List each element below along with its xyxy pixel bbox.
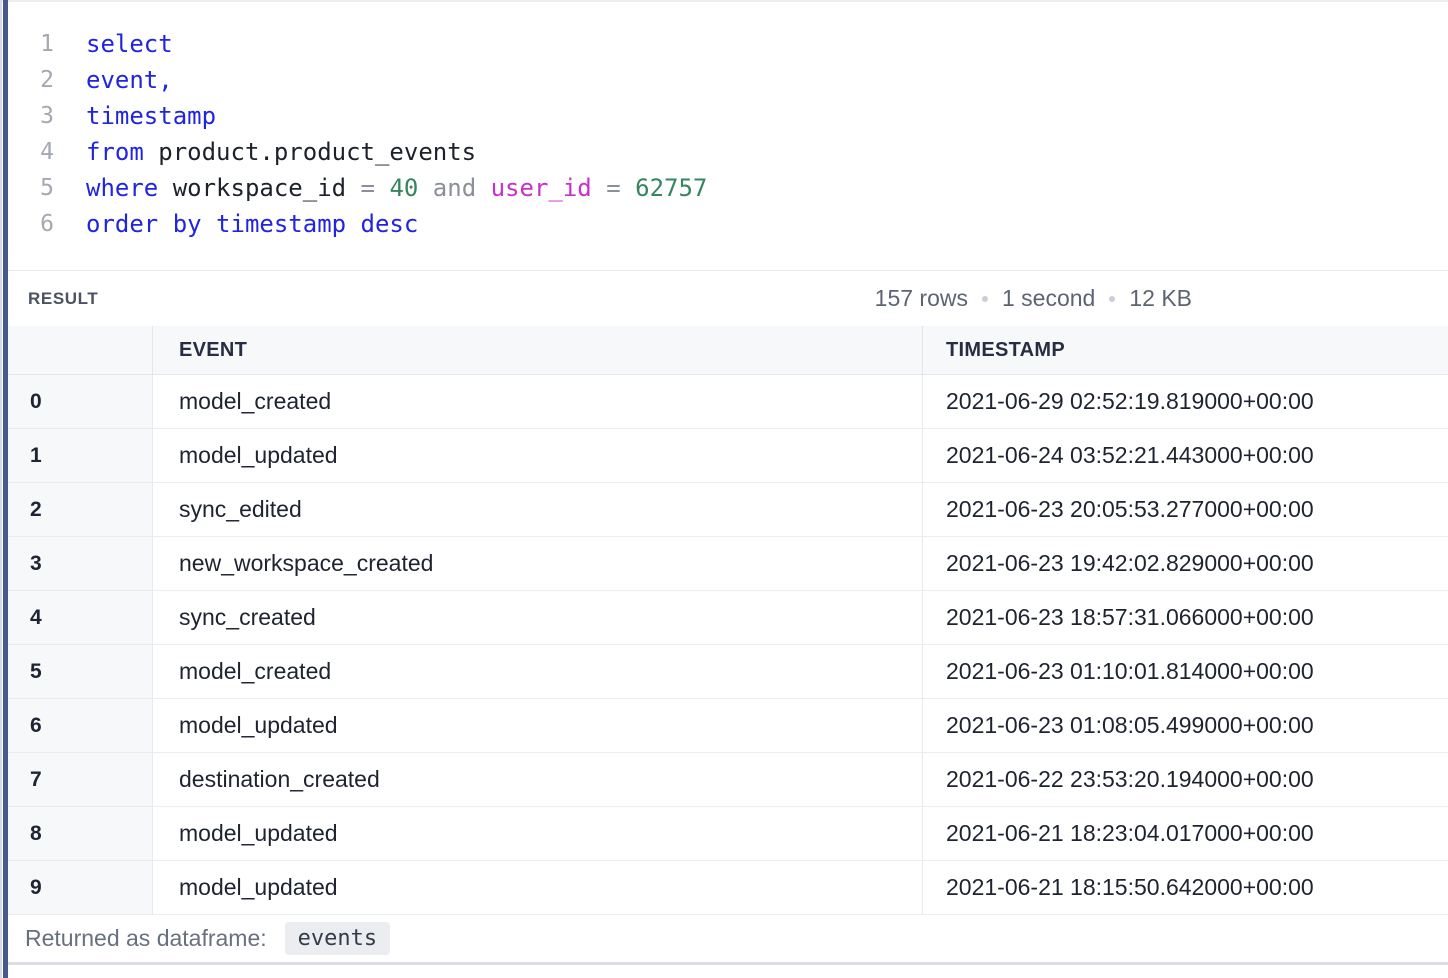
row-index-cell: 2 [8, 483, 152, 536]
sql-keyword: timestamp [86, 102, 217, 130]
event-cell[interactable]: new_workspace_created [152, 537, 922, 590]
cell-top-border [0, 0, 1448, 2]
event-cell[interactable]: sync_created [152, 591, 922, 644]
row-index-cell: 8 [8, 807, 152, 860]
table-row: 9 model_updated 2021-06-21 18:15:50.6420… [8, 861, 1448, 915]
query-duration: 1 second [1001, 285, 1096, 311]
line-number: 4 [40, 139, 54, 165]
table-row: 3 new_workspace_created 2021-06-23 19:42… [8, 537, 1448, 591]
code-line-2[interactable]: 2 event, [8, 62, 1448, 98]
line-number: 2 [40, 67, 54, 93]
timestamp-cell[interactable]: 2021-06-21 18:15:50.642000+00:00 [922, 861, 1448, 914]
dataframe-footer: Returned as dataframe: events [8, 915, 1448, 962]
row-index-cell: 5 [8, 645, 152, 698]
result-stats: 157 rows 1 second 12 KB [875, 271, 1192, 326]
sql-variable: user_id [490, 174, 592, 202]
code-line-5[interactable]: 5 where workspace_id = 40 and user_id = … [8, 170, 1448, 206]
timestamp-cell[interactable]: 2021-06-23 19:42:02.829000+00:00 [922, 537, 1448, 590]
sql-keyword: where [86, 174, 159, 202]
event-cell[interactable]: model_updated [152, 861, 922, 914]
timestamp-cell[interactable]: 2021-06-29 02:52:19.819000+00:00 [922, 375, 1448, 428]
sql-identifier: product.product_events [143, 138, 477, 166]
sql-editor[interactable]: 1 select 2 event, 3 timestamp 4 from pro… [8, 2, 1448, 270]
sql-identifier: workspace_id [158, 174, 361, 202]
code-line-6[interactable]: 6 order by timestamp desc [8, 206, 1448, 242]
cell-accent-bar [3, 0, 8, 978]
table-row: 1 model_updated 2021-06-24 03:52:21.4430… [8, 429, 1448, 483]
code-line-1[interactable]: 1 select [8, 26, 1448, 62]
event-cell[interactable]: destination_created [152, 753, 922, 806]
sql-number: 62757 [635, 174, 708, 202]
table-row: 0 model_created 2021-06-29 02:52:19.8190… [8, 375, 1448, 429]
column-header-event[interactable]: EVENT [152, 326, 922, 374]
sql-number: 40 [389, 174, 419, 202]
result-label: RESULT [28, 288, 99, 308]
sql-keyword: select [86, 30, 173, 58]
row-index-cell: 4 [8, 591, 152, 644]
event-cell[interactable]: model_updated [152, 807, 922, 860]
timestamp-cell[interactable]: 2021-06-24 03:52:21.443000+00:00 [922, 429, 1448, 482]
event-cell[interactable]: model_created [152, 375, 922, 428]
table-row: 2 sync_edited 2021-06-23 20:05:53.277000… [8, 483, 1448, 537]
separator-dot [981, 295, 988, 302]
code-line-3[interactable]: 3 timestamp [8, 98, 1448, 134]
sql-keyword: from [86, 138, 144, 166]
sql-operator: = [591, 174, 636, 202]
table-header-row: EVENT TIMESTAMP [8, 326, 1448, 375]
timestamp-cell[interactable]: 2021-06-23 18:57:31.066000+00:00 [922, 591, 1448, 644]
dataframe-chip[interactable]: events [284, 922, 391, 955]
dataframe-footer-label: Returned as dataframe: [25, 925, 267, 951]
timestamp-cell[interactable]: 2021-06-23 20:05:53.277000+00:00 [922, 483, 1448, 536]
timestamp-cell[interactable]: 2021-06-23 01:10:01.814000+00:00 [922, 645, 1448, 698]
column-header-timestamp[interactable]: TIMESTAMP [922, 326, 1448, 374]
row-index-cell: 6 [8, 699, 152, 752]
row-index-cell: 1 [8, 429, 152, 482]
sql-keyword: event, [86, 66, 173, 94]
sql-operator: = [360, 174, 390, 202]
line-number: 1 [40, 31, 54, 57]
event-cell[interactable]: sync_edited [152, 483, 922, 536]
row-count: 157 rows [874, 285, 968, 311]
table-row: 7 destination_created 2021-06-22 23:53:2… [8, 753, 1448, 807]
code-line-4[interactable]: 4 from product.product_events [8, 134, 1448, 170]
row-index-cell: 7 [8, 753, 152, 806]
cell-left-border [0, 0, 2, 978]
row-index-cell: 3 [8, 537, 152, 590]
table-row: 8 model_updated 2021-06-21 18:23:04.0170… [8, 807, 1448, 861]
line-number: 5 [40, 175, 54, 201]
result-bar: RESULT 157 rows 1 second 12 KB [8, 270, 1448, 326]
sql-keyword: order by timestamp desc [86, 210, 419, 238]
row-index-cell: 9 [8, 861, 152, 914]
line-number: 3 [40, 103, 54, 129]
timestamp-cell[interactable]: 2021-06-23 01:08:05.499000+00:00 [922, 699, 1448, 752]
line-number: 6 [40, 211, 54, 237]
sql-operator: and [418, 174, 491, 202]
table-row: 5 model_created 2021-06-23 01:10:01.8140… [8, 645, 1448, 699]
event-cell[interactable]: model_updated [152, 429, 922, 482]
results-table: EVENT TIMESTAMP 0 model_created 2021-06-… [8, 326, 1448, 915]
event-cell[interactable]: model_updated [152, 699, 922, 752]
result-size: 12 KB [1129, 285, 1192, 311]
table-row: 4 sync_created 2021-06-23 18:57:31.06600… [8, 591, 1448, 645]
cell-content: 1 select 2 event, 3 timestamp 4 from pro… [8, 2, 1448, 978]
separator-dot [1109, 295, 1116, 302]
event-cell[interactable]: model_created [152, 645, 922, 698]
table-row: 6 model_updated 2021-06-23 01:08:05.4990… [8, 699, 1448, 753]
row-index-cell: 0 [8, 375, 152, 428]
cell-bottom-divider [8, 962, 1448, 965]
timestamp-cell[interactable]: 2021-06-21 18:23:04.017000+00:00 [922, 807, 1448, 860]
column-header-index [8, 326, 152, 374]
timestamp-cell[interactable]: 2021-06-22 23:53:20.194000+00:00 [922, 753, 1448, 806]
